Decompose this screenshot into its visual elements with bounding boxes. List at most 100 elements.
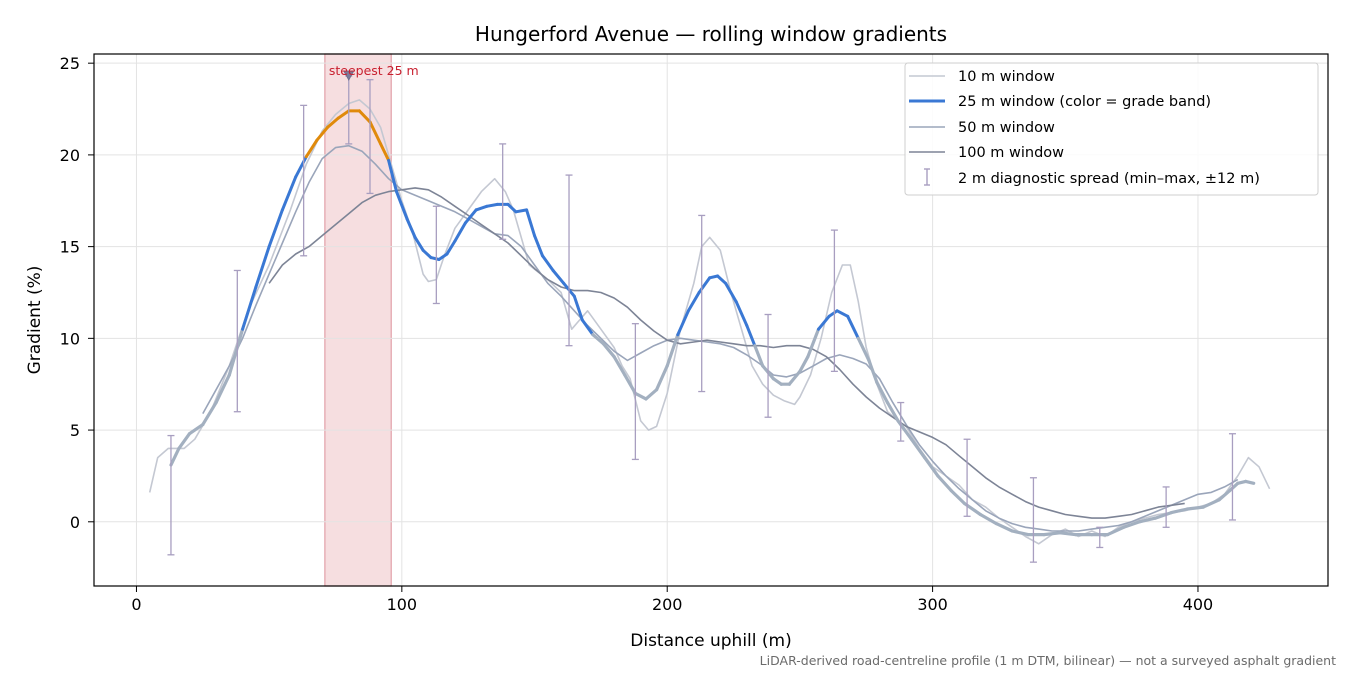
series-line-100m: [268, 187, 1185, 519]
errorbar: [233, 269, 241, 413]
series-segment-25m: [909, 437, 927, 460]
series-segment-25m: [267, 208, 284, 249]
errorbar: [764, 313, 772, 418]
chart-footnote: LiDAR-derived road-centreline profile (1…: [760, 653, 1336, 668]
series-segment-25m: [506, 202, 518, 214]
series-segment-25m: [1058, 531, 1078, 537]
series-segment-25m: [227, 327, 245, 377]
series-segment-25m: [474, 204, 489, 212]
series-segment-25m: [827, 309, 839, 318]
series-segment-25m: [601, 342, 616, 359]
series-segment-25m: [591, 333, 606, 346]
tick-layer: 0 100 200 300 400 0 5 10 15 20 25: [60, 54, 1214, 614]
legend-swatch-errorbar: [924, 168, 930, 186]
series-segment-25m: [1137, 516, 1158, 524]
errorbar: [1096, 526, 1104, 549]
series-segment-25m: [177, 432, 192, 450]
series-segment-25m: [745, 324, 757, 348]
series-segment-25m: [464, 208, 478, 225]
series-segment-25m: [686, 291, 701, 313]
chart-title: Hungerford Avenue — rolling window gradi…: [475, 22, 947, 46]
series-segment-25m: [421, 248, 433, 260]
errorbar: [698, 214, 706, 393]
series-segment-25m: [612, 355, 627, 377]
series-segment-25m: [697, 276, 712, 294]
series-segment-25m: [654, 364, 669, 392]
series-segment-25m: [304, 138, 319, 159]
series-segment-25m: [572, 294, 584, 322]
series-segment-25m: [1217, 489, 1232, 502]
errorbar: [366, 79, 374, 195]
series-segment-25m: [994, 521, 1014, 533]
series-segment-25m: [867, 358, 879, 384]
series-segment-25m: [676, 309, 690, 337]
series-line-50m: [202, 144, 1239, 532]
series-segment-25m: [798, 355, 810, 373]
series-segment-25m: [1169, 507, 1190, 515]
series-segment-25m: [806, 327, 821, 359]
series-segment-25m: [405, 217, 417, 239]
series-segment-25m: [1122, 520, 1142, 529]
series-segment-25m: [437, 252, 449, 261]
series-segment-25m: [485, 202, 499, 208]
errorbar: [963, 438, 971, 517]
series-segment-25m: [541, 254, 555, 272]
x-tick-label: 300: [917, 595, 948, 614]
plot-frame: [93, 53, 1329, 587]
series-segment-25m: [580, 318, 595, 337]
series-segment-25m: [885, 401, 900, 423]
series-segment-25m: [949, 489, 967, 505]
series-segment-25m: [326, 116, 340, 129]
series-segment-25m: [379, 142, 391, 162]
marker-layer: steepest 25 m: [329, 63, 419, 81]
legend-label-w10: 10 m window: [958, 69, 1055, 85]
series-segment-25m: [254, 245, 271, 289]
y-tick-label: 10: [60, 329, 80, 348]
series-segment-25m: [633, 391, 648, 401]
legend: 10 m window 25 m window (color = grade b…: [904, 62, 1319, 196]
series-segment-25m: [846, 314, 860, 340]
series-segment-25m: [453, 221, 467, 243]
series-segment-25m: [187, 423, 205, 436]
series-segment-25m: [336, 109, 351, 120]
series-segment-25m: [644, 388, 659, 401]
series-segment-25m: [922, 456, 940, 478]
series-segment-25m: [936, 474, 953, 493]
series-segment-25m: [280, 175, 298, 212]
errorbar: [1029, 477, 1037, 563]
legend-label-errorbar: 2 m diagnostic spread (min–max, ±12 m): [958, 171, 1260, 187]
series-layer: [148, 99, 1271, 545]
legend-label-w50: 50 m window: [958, 120, 1055, 136]
errorbar: [897, 401, 905, 442]
steepest-band: [324, 53, 392, 587]
errorbar: [167, 434, 175, 556]
series-segment-25m: [835, 309, 850, 318]
x-tick-label: 0: [131, 595, 141, 614]
x-tick-label: 400: [1183, 595, 1214, 614]
series-segment-25m: [787, 369, 802, 386]
errorbar: [499, 143, 507, 240]
series-segment-25m: [1244, 479, 1256, 485]
errorbar-layer: [167, 75, 1236, 563]
series-segment-25m: [357, 109, 372, 124]
series-segment-25m: [315, 125, 329, 142]
series-segment-25m: [413, 235, 425, 252]
series-segment-25m: [753, 344, 765, 368]
series-segment-25m: [387, 158, 398, 194]
errorbar: [1228, 433, 1236, 521]
series-segment-25m: [368, 120, 383, 146]
series-segment-25m: [201, 401, 218, 427]
series-segment-25m: [214, 373, 231, 405]
errorbar: [565, 174, 573, 347]
legend-label-w25: 25 m window (color = grade band): [958, 94, 1211, 110]
series-segment-25m: [665, 333, 680, 368]
errorbar: [432, 205, 440, 305]
series-segment-25m: [514, 208, 529, 214]
x-tick-label: 200: [652, 595, 683, 614]
steepest-annotation: steepest 25 m: [329, 63, 419, 78]
errorbar: [830, 229, 838, 373]
series-segment-25m: [1106, 525, 1126, 537]
errorbar: [1162, 486, 1170, 528]
series-segment-25m: [817, 314, 831, 331]
